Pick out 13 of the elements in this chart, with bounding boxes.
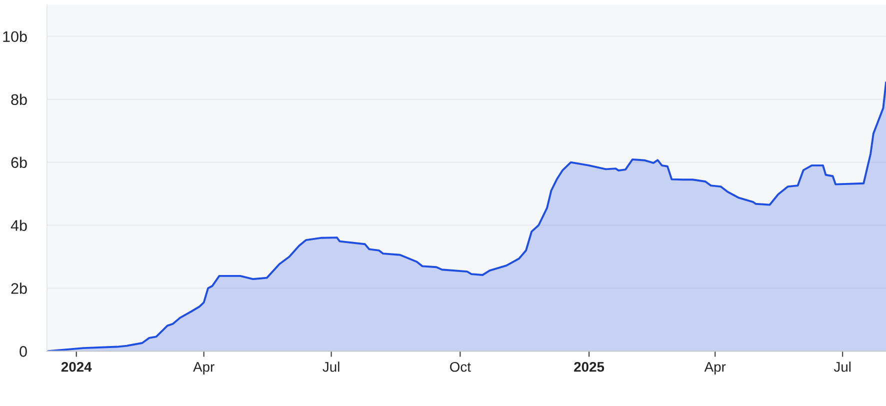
x-tick-label: 2025 xyxy=(574,362,604,372)
y-tick-label: 6b xyxy=(11,156,27,168)
x-tick-label: Oct xyxy=(450,362,471,372)
y-tick-label: 2b xyxy=(11,282,27,294)
x-tick-label: Apr xyxy=(193,362,214,375)
y-tick-label: 10b xyxy=(3,30,27,42)
x-tick-label: Jul xyxy=(322,362,340,372)
x-tick-label: 2024 xyxy=(61,362,92,372)
x-tick-label: Jul xyxy=(834,362,851,372)
x-tick-label: Apr xyxy=(704,362,726,375)
y-tick-label: 8b xyxy=(11,94,27,106)
y-tick-label: 4b xyxy=(10,220,27,231)
y-tick-label: 0 xyxy=(20,346,27,357)
